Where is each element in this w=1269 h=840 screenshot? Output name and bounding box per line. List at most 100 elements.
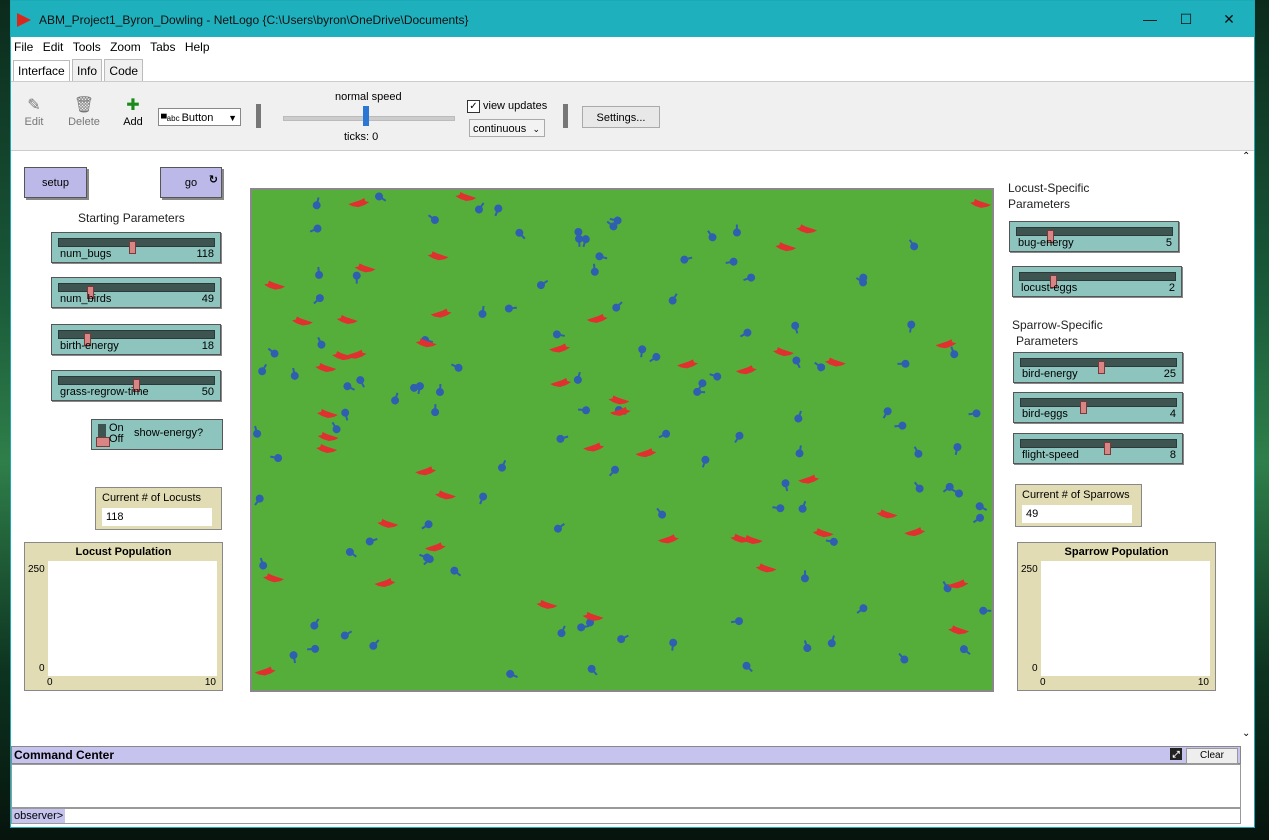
expand-icon[interactable]: ⤢ (1170, 748, 1182, 760)
menu-edit[interactable]: Edit (42, 40, 64, 54)
tab-code[interactable]: Code (104, 59, 144, 82)
slider-knob[interactable] (84, 333, 91, 346)
grass-regrow-time-slider[interactable]: grass-regrow-time 50 (51, 370, 221, 401)
command-center-title: Command Center (14, 748, 115, 762)
bug-agent (743, 273, 756, 282)
menu-tools[interactable]: Tools (72, 40, 101, 54)
bug-agent (825, 537, 838, 546)
birth-energy-slider[interactable]: birth-energy 18 (51, 324, 221, 355)
bug-energy-slider[interactable]: bug-energy 5 (1009, 221, 1179, 252)
slider-label: num_birds (60, 293, 112, 305)
slider-value: 2 (1168, 282, 1175, 294)
speed-slider-track[interactable] (283, 116, 455, 121)
slider-knob[interactable] (1050, 275, 1057, 288)
slider-knob[interactable] (1080, 401, 1087, 414)
interface-scrollbar[interactable]: ⌃ ⌄ (1240, 151, 1254, 739)
widget-type-select[interactable]: ▀abc Button ▼ (158, 108, 241, 126)
command-input-bar[interactable]: observer> (11, 808, 1241, 824)
slider-knob[interactable] (1047, 230, 1054, 243)
speed-slider-thumb[interactable] (363, 106, 369, 126)
num-birds-slider[interactable]: num_birds 49 (51, 277, 221, 308)
menu-help[interactable]: Help (184, 40, 210, 54)
slider-value: 50 (201, 386, 214, 398)
bird-agent (374, 578, 396, 588)
add-button[interactable]: ✚ Add (121, 96, 145, 128)
slider-label: bird-energy (1022, 368, 1078, 380)
bug-agent (478, 305, 487, 318)
bug-agent (375, 192, 387, 202)
bug-agent (450, 363, 463, 372)
tab-info[interactable]: Info (72, 59, 103, 82)
go-button[interactable]: go ↻ (160, 167, 222, 198)
locust-eggs-slider[interactable]: locust-eggs 2 (1012, 266, 1182, 297)
bird-eggs-slider[interactable]: bird-eggs 4 (1013, 392, 1183, 423)
num-bugs-slider[interactable]: num_bugs 118 (51, 232, 221, 263)
menu-zoom[interactable]: Zoom (110, 40, 141, 54)
bird-agent (336, 314, 358, 324)
bug-agent (365, 537, 378, 546)
bird-agent (608, 395, 630, 405)
slider-label: bug-energy (1018, 237, 1074, 249)
clear-button[interactable]: Clear (1186, 748, 1238, 764)
locust-count-monitor: Current # of Locusts 118 (95, 487, 222, 530)
monitor-value: 49 (1022, 505, 1132, 523)
bug-agent (908, 239, 919, 251)
slider-knob[interactable] (1098, 361, 1105, 374)
view-updates-checkbox[interactable]: ✓ (467, 100, 480, 113)
slider-knob[interactable] (87, 286, 94, 299)
bug-agent (913, 446, 923, 458)
plot-y-max: 250 (28, 564, 45, 575)
chevron-up-icon[interactable]: ⌃ (1242, 151, 1251, 162)
minimize-icon[interactable]: — (1143, 11, 1157, 27)
close-icon[interactable]: ✕ (1223, 11, 1235, 27)
world-canvas (252, 190, 992, 690)
bug-agent (907, 320, 916, 333)
observer-prompt[interactable]: observer> (12, 809, 66, 823)
bug-agent (352, 271, 361, 284)
bird-agent (291, 316, 313, 326)
chevron-down-icon: ▼ (228, 113, 237, 123)
slider-knob[interactable] (129, 241, 136, 254)
menu-tabs[interactable]: Tabs (150, 40, 176, 54)
sparrow-params-label-line2: Parameters (1016, 334, 1079, 348)
bug-agent (474, 202, 485, 214)
tab-interface[interactable]: Interface (13, 60, 70, 82)
flight-speed-slider[interactable]: flight-speed 8 (1013, 433, 1183, 464)
settings-button[interactable]: Settings... (582, 106, 660, 128)
bug-agent (814, 361, 826, 372)
setup-button[interactable]: setup (24, 167, 87, 198)
bug-agent (435, 383, 444, 396)
menu-file[interactable]: File (14, 40, 34, 54)
bird-agent (263, 573, 285, 583)
bird-agent (264, 280, 286, 290)
bug-agent (697, 379, 707, 391)
forever-loop-icon: ↻ (208, 174, 218, 186)
bird-agent (455, 192, 477, 202)
world-view[interactable] (250, 188, 994, 692)
monitor-label: Current # of Sparrows (1022, 489, 1130, 501)
slider-knob[interactable] (1104, 442, 1111, 455)
plot-area (48, 561, 217, 676)
plot-x-max: 10 (204, 677, 216, 688)
monitor-value: 118 (102, 508, 212, 526)
chevron-down-icon[interactable]: ⌄ (1242, 728, 1251, 739)
bird-energy-slider[interactable]: bird-energy 25 (1013, 352, 1183, 383)
edit-button[interactable]: ✎ Edit (23, 96, 45, 128)
bug-agent (791, 321, 800, 334)
bird-agent (657, 534, 679, 544)
plot-y-min: 0 (1032, 663, 1038, 674)
show-energy-switch[interactable]: On Off show-energy? (91, 419, 223, 450)
update-mode-dropdown[interactable]: continuous ⌄ (469, 119, 545, 137)
slider-knob[interactable] (133, 379, 140, 392)
window-title: ABM_Project1_Byron_Dowling - NetLogo {C:… (39, 13, 469, 27)
maximize-icon[interactable]: ☐ (1179, 11, 1193, 27)
command-center-output[interactable] (11, 764, 1241, 808)
toolbar-separator (256, 104, 261, 128)
bug-agent (587, 664, 598, 676)
delete-button[interactable]: 🗑 Delete (67, 96, 101, 128)
bug-agent (450, 566, 462, 577)
starting-parameters-label: Starting Parameters (78, 211, 185, 225)
bug-agent (343, 382, 355, 391)
switch-knob[interactable] (96, 437, 110, 447)
slider-track (58, 238, 215, 254)
